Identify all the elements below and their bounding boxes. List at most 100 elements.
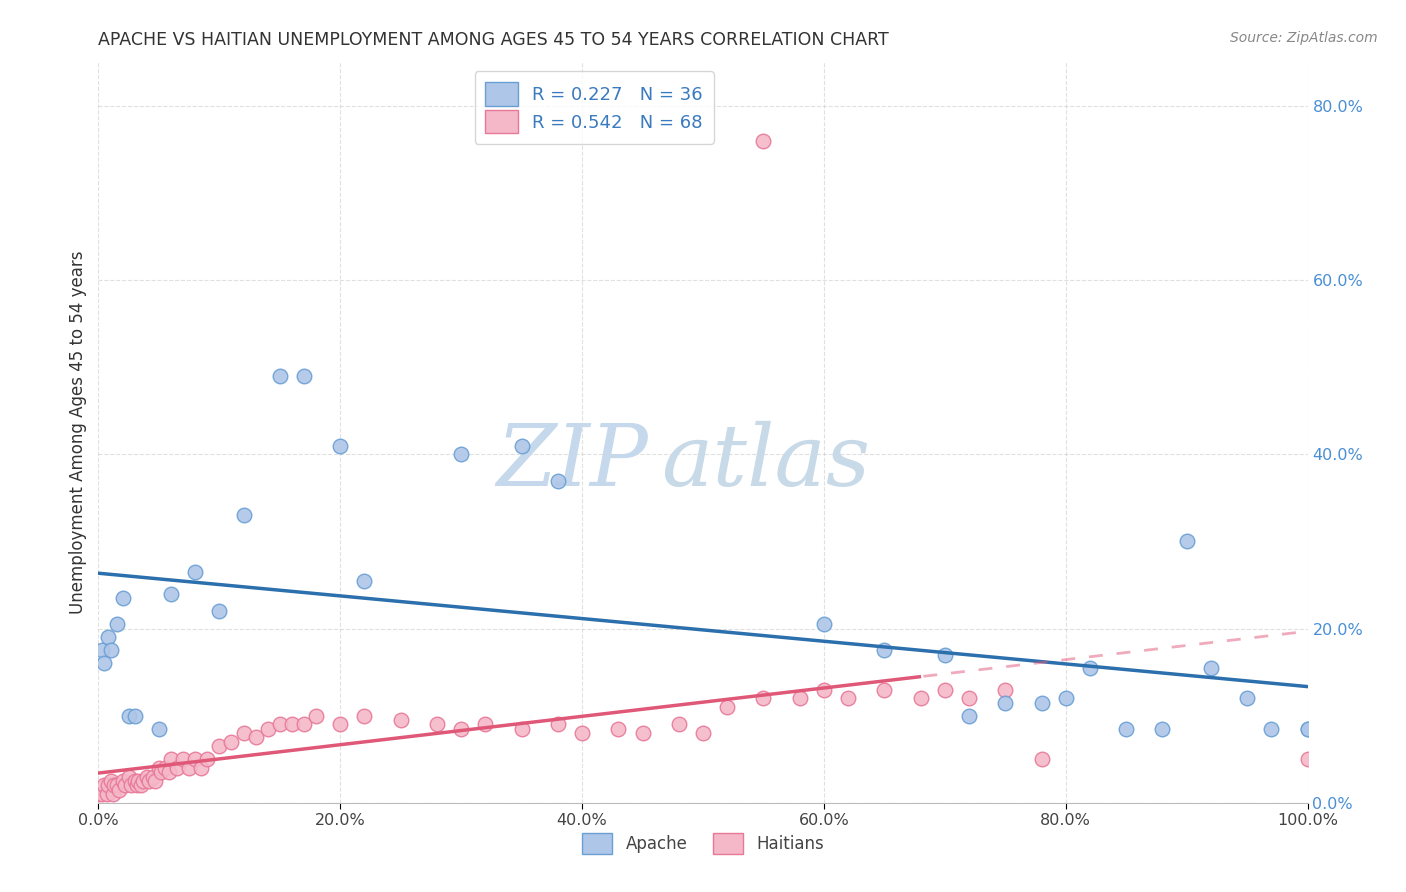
Point: [221, 735, 243, 749]
Point: [547, 717, 569, 731]
Point: [305, 708, 328, 723]
Point: [143, 774, 166, 789]
Point: [118, 708, 141, 723]
Point: [256, 722, 278, 736]
Point: [329, 439, 352, 453]
Point: [1031, 752, 1053, 766]
Point: [111, 591, 134, 606]
Point: [138, 774, 160, 789]
Point: [474, 717, 496, 731]
Point: [232, 726, 254, 740]
Point: [1152, 722, 1174, 736]
Point: [571, 726, 593, 740]
Point: [129, 778, 152, 792]
Point: [426, 717, 449, 731]
Point: [607, 722, 630, 736]
Point: [179, 761, 201, 775]
Point: [91, 643, 114, 657]
Point: [1078, 661, 1101, 675]
Point: [97, 630, 120, 644]
Point: [1236, 691, 1258, 706]
Point: [135, 770, 157, 784]
Point: [105, 778, 128, 792]
Point: [873, 682, 896, 697]
Point: [837, 691, 859, 706]
Point: [1031, 696, 1053, 710]
Point: [873, 643, 896, 657]
Point: [957, 708, 980, 723]
Point: [166, 761, 188, 775]
Point: [1054, 691, 1077, 706]
Point: [127, 774, 149, 789]
Text: ZIP: ZIP: [496, 421, 648, 504]
Point: [789, 691, 811, 706]
Point: [1115, 722, 1137, 736]
Point: [631, 726, 654, 740]
Point: [752, 691, 775, 706]
Point: [994, 682, 1017, 697]
Point: [1175, 534, 1198, 549]
Point: [153, 761, 176, 775]
Point: [245, 731, 267, 745]
Point: [108, 782, 131, 797]
Point: [208, 739, 231, 754]
Point: [101, 787, 124, 801]
Point: [190, 761, 212, 775]
Point: [292, 369, 315, 384]
Point: [510, 439, 533, 453]
Point: [934, 682, 956, 697]
Point: [716, 700, 738, 714]
Point: [1296, 752, 1319, 766]
Point: [994, 696, 1017, 710]
Point: [692, 726, 714, 740]
Point: [910, 691, 932, 706]
Point: [1260, 722, 1282, 736]
Text: Source: ZipAtlas.com: Source: ZipAtlas.com: [1230, 31, 1378, 45]
Point: [184, 752, 207, 766]
Point: [97, 778, 120, 792]
Point: [160, 587, 183, 601]
Point: [148, 761, 170, 775]
Point: [142, 770, 165, 784]
Text: APACHE VS HAITIAN UNEMPLOYMENT AMONG AGES 45 TO 54 YEARS CORRELATION CHART: APACHE VS HAITIAN UNEMPLOYMENT AMONG AGE…: [98, 31, 889, 49]
Point: [124, 708, 146, 723]
Point: [1296, 722, 1319, 736]
Point: [132, 774, 155, 789]
Point: [934, 648, 956, 662]
Point: [118, 770, 141, 784]
Point: [813, 682, 835, 697]
Point: [172, 752, 194, 766]
Point: [389, 713, 412, 727]
Point: [124, 774, 146, 789]
Point: [510, 722, 533, 736]
Point: [127, 778, 149, 792]
Point: [87, 787, 110, 801]
Point: [96, 787, 118, 801]
Point: [91, 787, 114, 801]
Point: [150, 765, 173, 780]
Point: [668, 717, 690, 731]
Point: [195, 752, 218, 766]
Point: [232, 508, 254, 523]
Point: [450, 447, 472, 461]
Point: [120, 778, 142, 792]
Point: [114, 778, 136, 792]
Point: [148, 722, 170, 736]
Point: [752, 134, 775, 148]
Point: [103, 778, 125, 792]
Point: [281, 717, 304, 731]
Legend: Apache, Haitians: Apache, Haitians: [575, 826, 831, 861]
Y-axis label: Unemployment Among Ages 45 to 54 years: Unemployment Among Ages 45 to 54 years: [69, 251, 87, 615]
Point: [1199, 661, 1222, 675]
Point: [100, 643, 122, 657]
Point: [269, 717, 291, 731]
Point: [269, 369, 291, 384]
Point: [329, 717, 352, 731]
Point: [1296, 722, 1319, 736]
Point: [957, 691, 980, 706]
Point: [208, 604, 231, 618]
Point: [292, 717, 315, 731]
Point: [100, 774, 122, 789]
Point: [813, 617, 835, 632]
Text: atlas: atlas: [661, 421, 870, 504]
